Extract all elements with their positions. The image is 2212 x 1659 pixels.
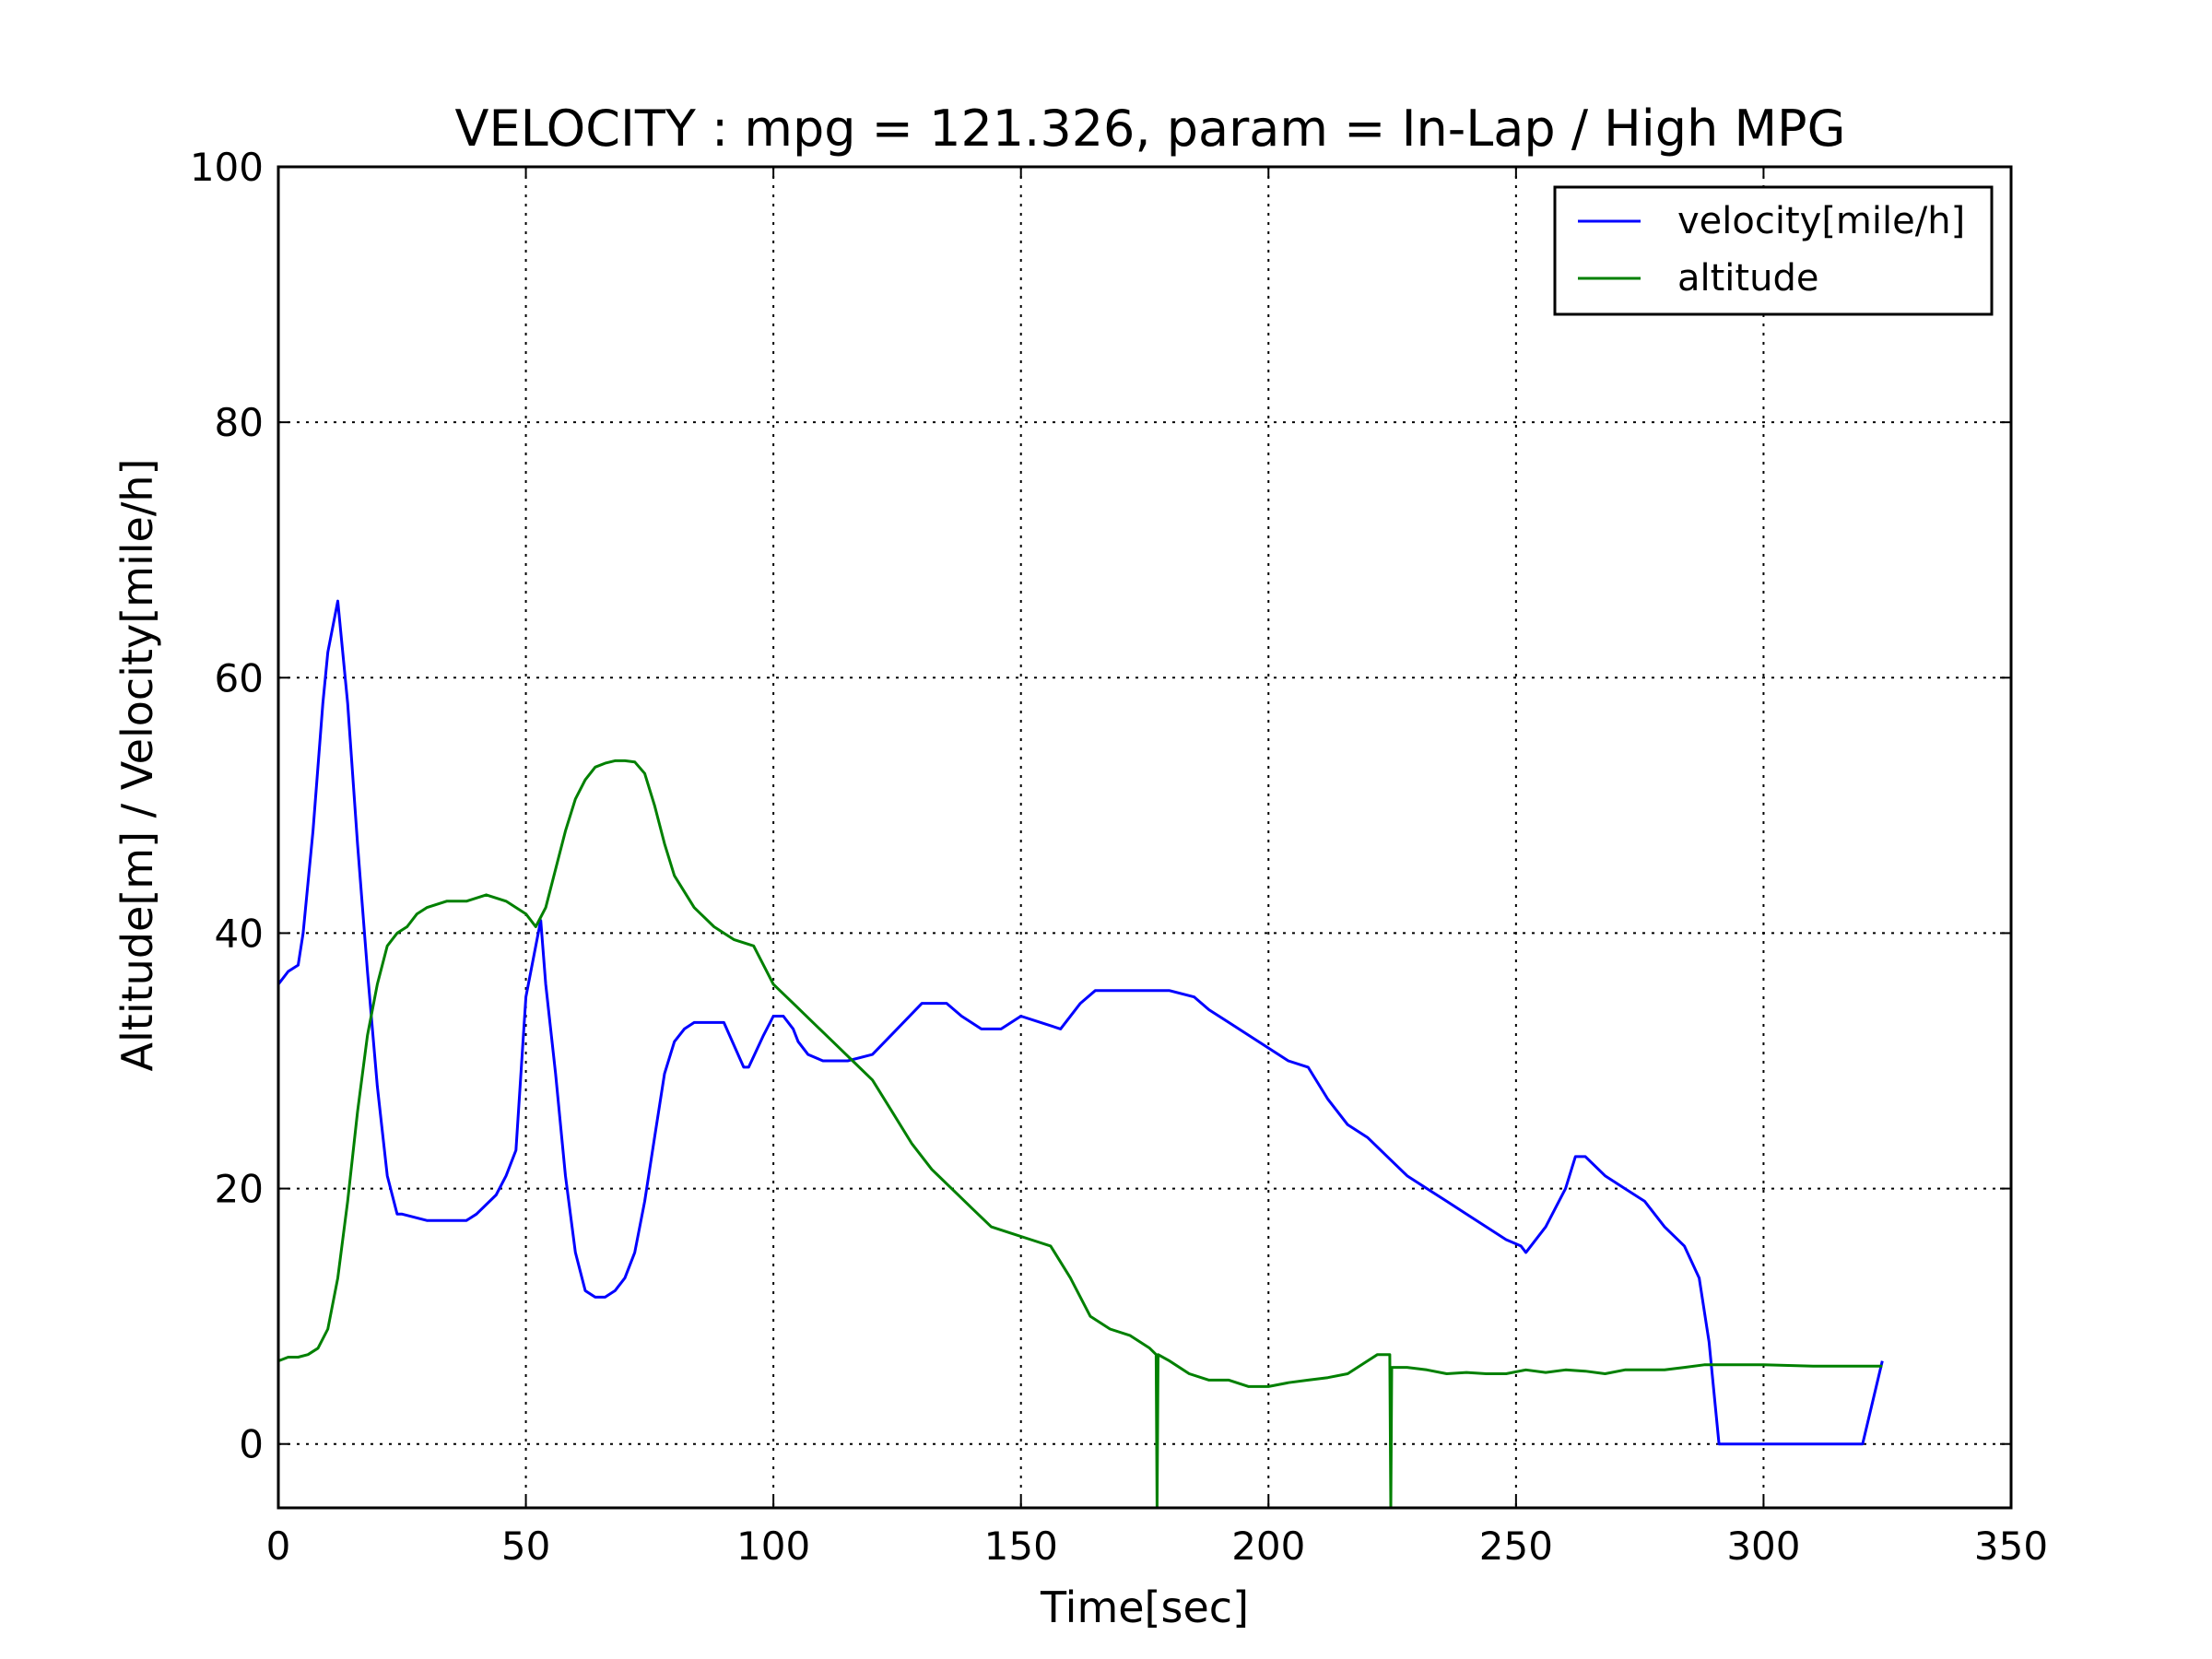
series-lines [276, 599, 1884, 1510]
x-tick-label: 250 [1479, 1524, 1553, 1569]
x-tick-label: 0 [266, 1524, 291, 1569]
x-axis-label: Time[sec] [1040, 1583, 1249, 1632]
grid-lines [278, 167, 2011, 1508]
y-tick-label: 40 [215, 911, 264, 956]
plot-area-frame [276, 165, 2013, 1510]
legend: velocity[mile/h] altitude [1553, 185, 1994, 316]
chart-title: VELOCITY : mpg = 121.326, param = In-Lap… [455, 100, 1846, 158]
y-tick-label: 100 [190, 145, 264, 190]
legend-box [1553, 185, 1994, 316]
y-tick-label: 80 [215, 400, 264, 445]
x-tick-label: 100 [736, 1524, 810, 1569]
x-tick-label: 50 [501, 1524, 550, 1569]
x-tick-label: 350 [1974, 1524, 2048, 1569]
y-tick-label: 60 [215, 655, 264, 700]
x-tick-label: 300 [1726, 1524, 1800, 1569]
legend-label-velocity: velocity[mile/h] [1677, 200, 1965, 242]
series-line-velocity-mile-h- [276, 599, 1884, 1446]
x-tick-label: 150 [984, 1524, 1058, 1569]
y-tick-label: 20 [215, 1167, 264, 1212]
axis-ticks: 0 50 100 150 200 250 300 350 0 20 40 60 80 100 [190, 145, 2048, 1569]
y-axis-label: Altitude[m] / Velocity[mile/h] [112, 459, 162, 1072]
series-line-altitude [277, 759, 1883, 1510]
y-tick-label: 0 [239, 1422, 264, 1467]
legend-label-altitude: altitude [1677, 257, 1818, 300]
x-tick-label: 200 [1231, 1524, 1305, 1569]
